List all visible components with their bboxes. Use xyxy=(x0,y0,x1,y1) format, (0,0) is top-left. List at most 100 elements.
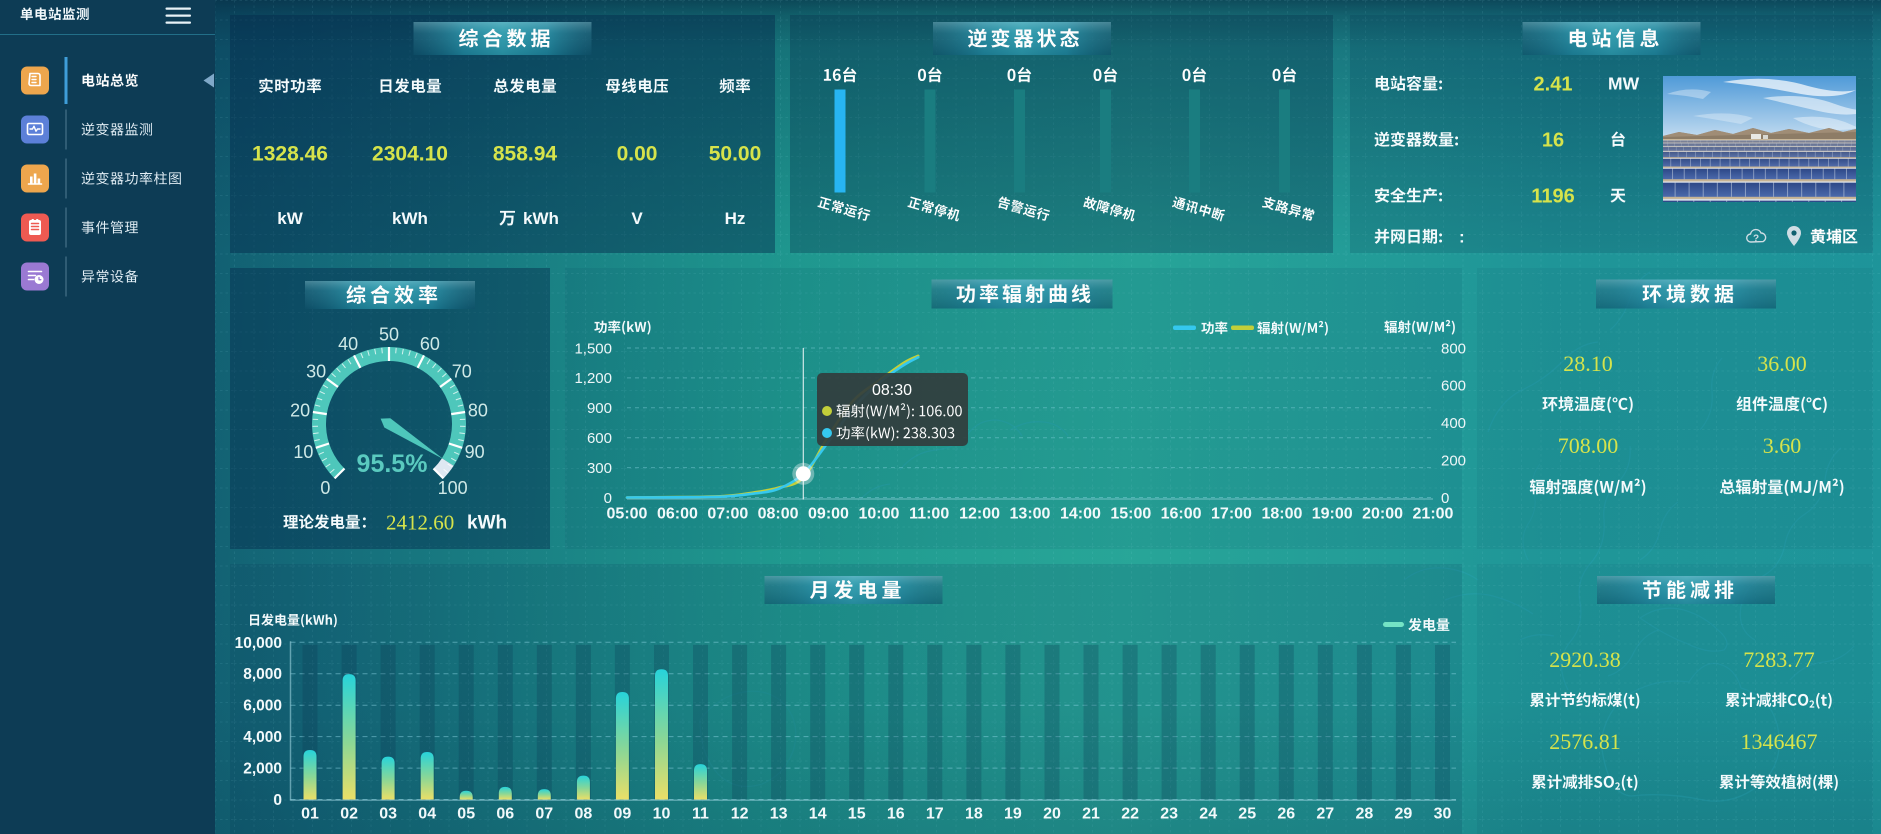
svg-text:600: 600 xyxy=(1441,378,1466,395)
svg-text:10: 10 xyxy=(293,442,313,462)
svg-text:900: 900 xyxy=(587,400,612,417)
svg-text:08:30: 08:30 xyxy=(872,382,912,399)
svg-text:858.94: 858.94 xyxy=(493,143,558,166)
svg-text:2304.10: 2304.10 xyxy=(372,143,448,166)
svg-text:06: 06 xyxy=(496,806,514,823)
svg-text:0: 0 xyxy=(320,478,330,498)
svg-text:04: 04 xyxy=(418,806,436,823)
svg-text:14:00: 14:00 xyxy=(1060,506,1101,523)
svg-text:400: 400 xyxy=(1441,415,1466,432)
svg-text:02: 02 xyxy=(340,806,358,823)
svg-text:4,000: 4,000 xyxy=(243,729,282,746)
svg-text:03: 03 xyxy=(379,806,397,823)
svg-text:1346467: 1346467 xyxy=(1741,729,1818,754)
svg-text:01: 01 xyxy=(301,806,319,823)
svg-text::: : xyxy=(1459,228,1465,247)
svg-text:07:00: 07:00 xyxy=(707,506,748,523)
svg-text:40: 40 xyxy=(338,334,358,354)
svg-text:600: 600 xyxy=(587,430,612,447)
svg-text:15: 15 xyxy=(848,806,866,823)
svg-text:90: 90 xyxy=(465,442,485,462)
svg-text:18:00: 18:00 xyxy=(1261,506,1302,523)
svg-text:kWh: kWh xyxy=(523,209,559,228)
svg-text:11: 11 xyxy=(692,806,709,823)
svg-text:?: ? xyxy=(1753,234,1759,245)
svg-text:36.00: 36.00 xyxy=(1757,351,1807,376)
svg-text:21:00: 21:00 xyxy=(1413,506,1454,523)
svg-text:12: 12 xyxy=(731,806,749,823)
svg-text:13: 13 xyxy=(770,806,788,823)
svg-text:28: 28 xyxy=(1356,806,1374,823)
svg-text:10:00: 10:00 xyxy=(858,506,899,523)
svg-text:29: 29 xyxy=(1395,806,1413,823)
svg-text:50: 50 xyxy=(379,324,399,344)
svg-text:2920.38: 2920.38 xyxy=(1549,647,1621,672)
svg-text:0: 0 xyxy=(273,792,282,809)
svg-text:17:00: 17:00 xyxy=(1211,506,1252,523)
svg-text:24: 24 xyxy=(1199,806,1217,823)
svg-text:300: 300 xyxy=(587,460,612,477)
svg-text:1,500: 1,500 xyxy=(574,340,612,357)
svg-text:Hz: Hz xyxy=(725,209,746,228)
svg-text:23: 23 xyxy=(1160,806,1178,823)
svg-text:95.5%: 95.5% xyxy=(357,450,428,478)
svg-text:10: 10 xyxy=(653,806,671,823)
svg-text:50.00: 50.00 xyxy=(709,143,762,166)
svg-text:kWh: kWh xyxy=(467,513,507,534)
svg-text:16:00: 16:00 xyxy=(1161,506,1202,523)
svg-text:1196: 1196 xyxy=(1531,186,1574,208)
svg-text:20: 20 xyxy=(1043,806,1061,823)
svg-text:0: 0 xyxy=(1441,490,1449,507)
svg-text:05: 05 xyxy=(457,806,475,823)
svg-text:19:00: 19:00 xyxy=(1312,506,1353,523)
svg-text:21: 21 xyxy=(1082,806,1100,823)
svg-text:11:00: 11:00 xyxy=(909,506,949,523)
svg-text:20: 20 xyxy=(290,400,310,420)
svg-text:V: V xyxy=(631,209,643,228)
svg-text:7283.77: 7283.77 xyxy=(1743,647,1815,672)
svg-text:09:00: 09:00 xyxy=(808,506,849,523)
svg-text:15:00: 15:00 xyxy=(1110,506,1151,523)
svg-text:08:00: 08:00 xyxy=(758,506,799,523)
svg-text:17: 17 xyxy=(926,806,944,823)
svg-text:2,000: 2,000 xyxy=(243,761,282,778)
svg-text:10,000: 10,000 xyxy=(235,635,282,652)
svg-text:19: 19 xyxy=(1004,806,1022,823)
svg-text:2576.81: 2576.81 xyxy=(1549,729,1621,754)
svg-text:16: 16 xyxy=(1542,130,1564,152)
svg-text:18: 18 xyxy=(965,806,983,823)
svg-text:30: 30 xyxy=(306,362,326,382)
svg-text:30: 30 xyxy=(1434,806,1452,823)
svg-text:100: 100 xyxy=(438,478,468,498)
svg-text:12:00: 12:00 xyxy=(959,506,1000,523)
svg-text:708.00: 708.00 xyxy=(1558,433,1619,458)
svg-text:07: 07 xyxy=(535,806,553,823)
svg-text:05:00: 05:00 xyxy=(607,506,648,523)
svg-text:3.60: 3.60 xyxy=(1763,433,1802,458)
svg-text:8,000: 8,000 xyxy=(243,666,282,683)
svg-text:kWh: kWh xyxy=(392,209,428,228)
svg-text:800: 800 xyxy=(1441,340,1466,357)
svg-text:16: 16 xyxy=(887,806,905,823)
svg-text:25: 25 xyxy=(1238,806,1256,823)
svg-text:20:00: 20:00 xyxy=(1362,506,1403,523)
svg-text:MW: MW xyxy=(1608,74,1640,94)
svg-text:06:00: 06:00 xyxy=(657,506,698,523)
svg-text:27: 27 xyxy=(1316,806,1334,823)
svg-text:200: 200 xyxy=(1441,452,1466,469)
svg-text:08: 08 xyxy=(575,806,593,823)
svg-text:6,000: 6,000 xyxy=(243,698,282,715)
svg-text:1328.46: 1328.46 xyxy=(252,143,328,166)
svg-text:14: 14 xyxy=(809,806,827,823)
svg-text:09: 09 xyxy=(614,806,632,823)
svg-text:60: 60 xyxy=(420,334,440,354)
svg-text:0: 0 xyxy=(604,490,612,507)
svg-text:80: 80 xyxy=(468,400,488,420)
svg-text:kW: kW xyxy=(277,209,303,228)
svg-text:28.10: 28.10 xyxy=(1563,351,1613,376)
svg-text:26: 26 xyxy=(1277,806,1295,823)
svg-text:1,200: 1,200 xyxy=(574,370,612,387)
svg-text:70: 70 xyxy=(452,362,472,382)
svg-text:0.00: 0.00 xyxy=(617,143,658,166)
svg-text:13:00: 13:00 xyxy=(1010,506,1051,523)
